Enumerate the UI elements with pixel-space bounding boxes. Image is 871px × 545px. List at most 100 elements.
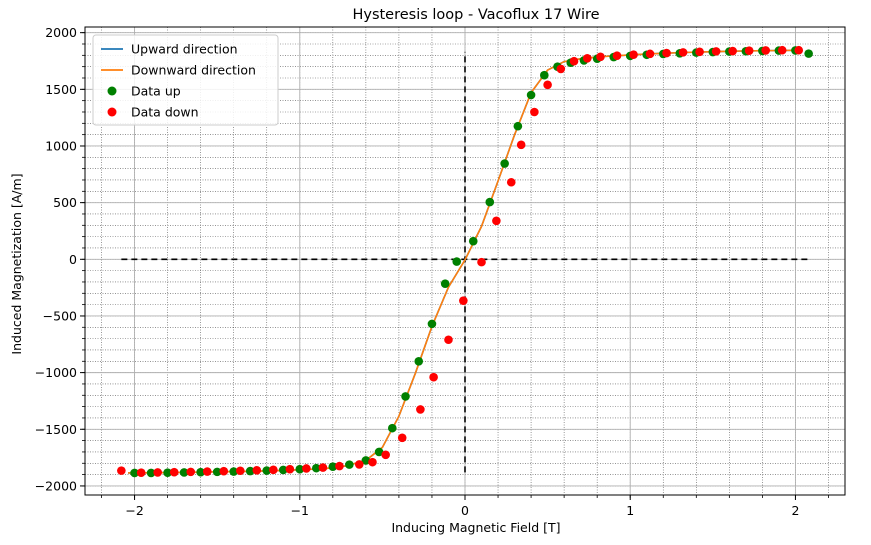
- data-down-point: [492, 216, 501, 226]
- x-axis-ticks: −2 −1 0 1 2: [101, 495, 829, 518]
- data-up-point: [146, 468, 156, 478]
- x-tick-label: 0: [461, 503, 469, 518]
- data-down-point: [582, 53, 592, 63]
- data-up-point: [485, 197, 495, 207]
- data-up-point: [374, 447, 384, 457]
- data-down-point: [236, 466, 245, 476]
- data-down-point: [381, 450, 390, 460]
- data-down-point: [516, 140, 526, 150]
- data-down-point: [368, 457, 377, 467]
- data-down-point: [219, 466, 229, 476]
- data-down-point: [444, 335, 453, 345]
- y-tick-label: −1000: [35, 365, 77, 380]
- data-down-point: [335, 461, 344, 471]
- series-points: [117, 45, 813, 478]
- data-up-point: [345, 460, 354, 469]
- legend-label-data-up: Data up: [131, 84, 181, 99]
- data-down-point: [711, 47, 721, 56]
- data-up-point: [500, 159, 509, 168]
- data-down-point: [695, 47, 704, 57]
- x-tick-label: −1: [291, 503, 309, 518]
- data-up-point: [262, 466, 272, 475]
- data-up-point: [440, 279, 450, 288]
- x-axis-label: Inducing Magnetic Field [T]: [391, 520, 560, 535]
- data-up-point: [328, 462, 338, 471]
- data-up-point: [540, 70, 549, 80]
- data-down-point: [302, 464, 311, 473]
- data-down-point: [477, 257, 486, 267]
- data-up-point: [212, 467, 222, 477]
- data-up-point: [179, 468, 189, 477]
- data-down-point: [186, 467, 196, 477]
- data-down-point: [506, 177, 516, 187]
- legend: Upward direction Downward direction Data u…: [92, 34, 279, 126]
- legend-label-downward-direction: Downward direction: [131, 63, 256, 78]
- y-axis-ticks: −2000 −1500 −1000 −500 0 500 1000 1500 2000: [35, 25, 85, 493]
- data-down-point: [728, 46, 737, 56]
- legend-label-data-down: Data down: [131, 105, 199, 120]
- data-down-point: [318, 463, 328, 472]
- data-up-point: [526, 90, 536, 100]
- data-down-point: [629, 50, 638, 59]
- data-up-point: [414, 356, 424, 366]
- x-tick-label: −2: [125, 503, 143, 518]
- data-down-point: [252, 465, 262, 475]
- data-down-point: [777, 45, 787, 55]
- data-down-point: [117, 466, 126, 475]
- data-down-point: [596, 52, 605, 62]
- data-down-point: [569, 56, 579, 66]
- data-down-point: [678, 48, 688, 57]
- data-up-point: [163, 468, 172, 477]
- data-down-point: [530, 107, 539, 117]
- data-down-point: [416, 405, 425, 414]
- data-up-point: [401, 392, 410, 401]
- data-up-point: [245, 466, 255, 476]
- y-tick-label: 1500: [45, 82, 77, 97]
- data-down-point: [744, 46, 754, 55]
- data-up-point: [295, 464, 305, 474]
- data-up-point: [278, 465, 288, 475]
- data-up-point: [196, 467, 205, 477]
- y-tick-label: −2000: [35, 478, 77, 493]
- y-tick-label: 500: [53, 195, 77, 210]
- data-down-point: [556, 64, 566, 74]
- data-up-point: [388, 423, 397, 433]
- data-down-point: [662, 48, 671, 58]
- data-up-point: [452, 257, 462, 266]
- data-up-point: [427, 319, 437, 329]
- data-down-point: [354, 460, 364, 469]
- legend-label-upward-direction: Upward direction: [131, 42, 238, 57]
- data-up-point: [130, 468, 139, 478]
- data-down-point: [153, 468, 162, 477]
- y-tick-label: −500: [43, 308, 77, 323]
- legend-box: [92, 34, 279, 126]
- y-tick-label: 2000: [45, 25, 77, 40]
- data-up-point: [804, 49, 813, 58]
- y-axis-label: Induced Magnetization [A/m]: [9, 173, 24, 354]
- data-down-point: [202, 467, 212, 476]
- y-tick-label: 0: [69, 252, 77, 267]
- data-down-point: [459, 296, 468, 305]
- data-up-point: [229, 467, 238, 476]
- y-tick-label: 1000: [45, 138, 77, 153]
- data-down-point: [169, 467, 179, 477]
- data-down-point: [285, 464, 295, 474]
- data-down-point: [645, 49, 655, 59]
- data-down-point: [429, 372, 438, 382]
- data-up-point: [468, 236, 478, 246]
- chart-title: Hysteresis loop - Vacoflux 17 Wire: [352, 7, 599, 23]
- data-down-point: [397, 433, 407, 443]
- data-down-point: [543, 80, 552, 90]
- data-down-point: [612, 51, 622, 60]
- data-down-point: [269, 465, 278, 475]
- data-up-point: [513, 121, 523, 131]
- data-down-point: [761, 46, 770, 55]
- data-down-point: [794, 45, 804, 55]
- y-tick-label: −1500: [35, 422, 77, 437]
- legend-swatch-data-up: [107, 86, 117, 96]
- x-tick-label: 2: [791, 503, 799, 518]
- legend-swatch-data-down: [107, 107, 117, 117]
- x-tick-label: 1: [626, 503, 634, 518]
- data-down-point: [136, 468, 146, 477]
